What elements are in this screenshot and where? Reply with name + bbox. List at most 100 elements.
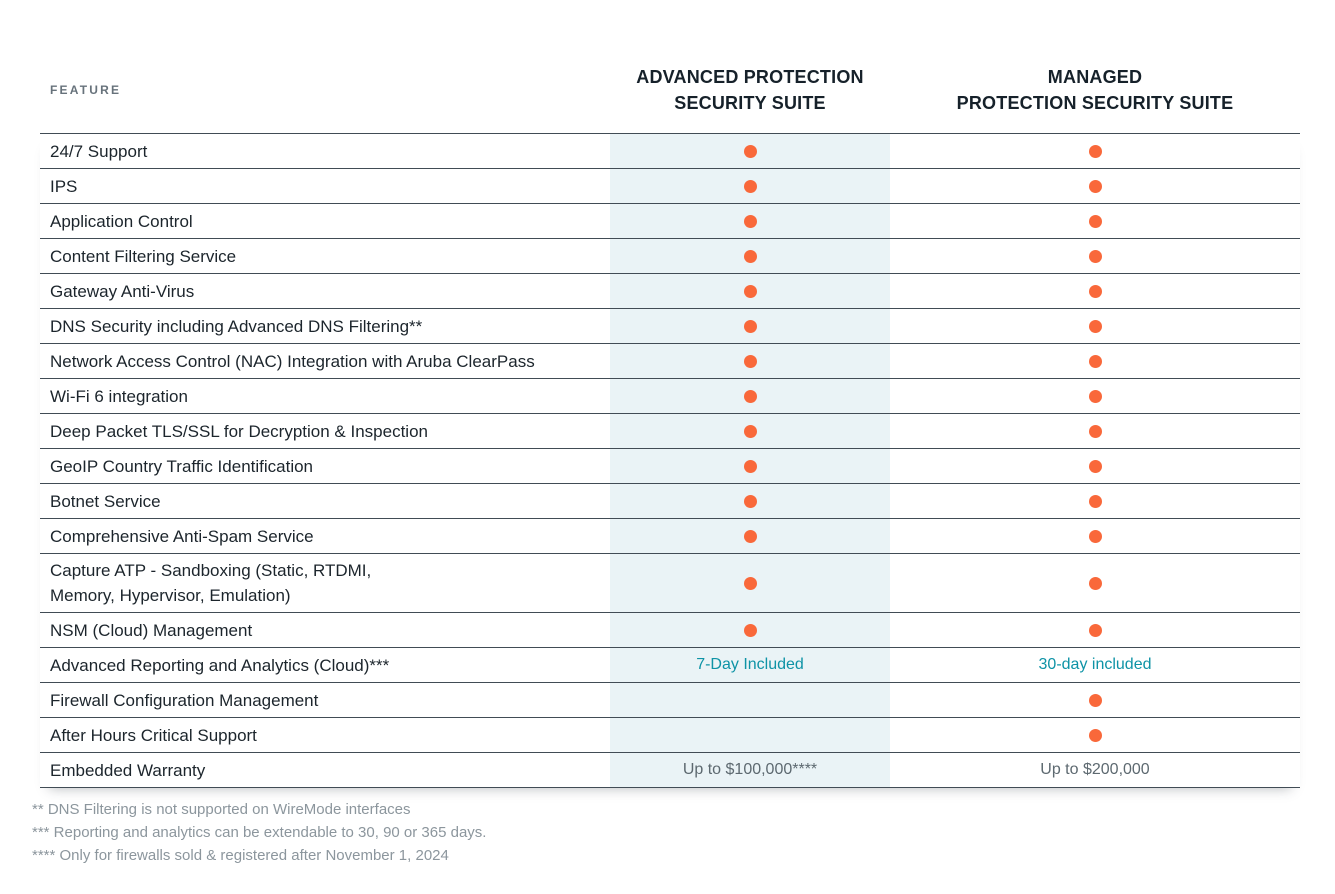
feature-name-cell: Application Control — [50, 211, 193, 231]
feature-name-cell: Deep Packet TLS/SSL for Decryption & Ins… — [50, 421, 428, 441]
included-dot-icon — [1088, 693, 1102, 707]
column-title-advanced-protection: ADVANCED PROTECTION SECURITY SUITE — [636, 66, 864, 113]
advanced-value-cell — [610, 449, 890, 483]
advanced-value-cell — [610, 309, 890, 343]
table-row: After Hours Critical Support — [40, 717, 1300, 752]
footnote: **** Only for firewalls sold & registere… — [32, 847, 449, 864]
advanced-value-cell — [610, 379, 890, 413]
feature-name-cell: GeoIP Country Traffic Identification — [50, 456, 314, 476]
included-dot-icon — [743, 214, 757, 228]
table-row: Gateway Anti-Virus — [40, 273, 1300, 308]
managed-value-cell — [890, 414, 1300, 448]
table-row: Botnet Service — [40, 483, 1300, 518]
footnotes: ** DNS Filtering is not supported on Wir… — [32, 798, 1335, 867]
managed-value-cell — [890, 449, 1300, 483]
included-dot-icon — [1088, 424, 1102, 438]
table-row: NSM (Cloud) Management — [40, 612, 1300, 647]
advanced-value-cell — [610, 519, 890, 553]
included-dot-icon — [1088, 494, 1102, 508]
feature-name-cell: Advanced Reporting and Analytics (Cloud)… — [50, 655, 390, 675]
value-text: 7-Day Included — [696, 656, 804, 673]
included-dot-icon — [1088, 319, 1102, 333]
advanced-value-cell — [610, 134, 890, 168]
included-dot-icon — [1088, 354, 1102, 368]
included-dot-icon — [743, 144, 757, 158]
managed-value-cell — [890, 718, 1300, 752]
advanced-value-cell — [610, 239, 890, 273]
feature-name-cell: NSM (Cloud) Management — [50, 620, 253, 640]
feature-name-cell: Firewall Configuration Management — [50, 690, 319, 710]
advanced-value-cell — [610, 554, 890, 612]
included-dot-icon — [1088, 459, 1102, 473]
feature-name-cell: Capture ATP - Sandboxing (Static, RTDMI,… — [50, 561, 372, 605]
included-dot-icon — [743, 576, 757, 590]
included-dot-icon — [743, 179, 757, 193]
table-row: Application Control — [40, 203, 1300, 238]
included-dot-icon — [1088, 529, 1102, 543]
included-dot-icon — [1088, 728, 1102, 742]
table-row: Embedded Warranty Up to $100,000**** Up to… — [40, 752, 1300, 787]
advanced-value-cell — [610, 613, 890, 647]
included-dot-icon — [1088, 249, 1102, 263]
managed-value-cell — [890, 204, 1300, 238]
included-dot-icon — [1088, 214, 1102, 228]
managed-value-cell — [890, 134, 1300, 168]
advanced-value-cell — [610, 274, 890, 308]
footnote: ** DNS Filtering is not supported on Wir… — [32, 801, 411, 818]
included-dot-icon — [1088, 576, 1102, 590]
included-dot-icon — [743, 529, 757, 543]
included-dot-icon — [1088, 284, 1102, 298]
included-dot-icon — [1088, 179, 1102, 193]
included-dot-icon — [743, 319, 757, 333]
included-dot-icon — [743, 389, 757, 403]
included-dot-icon — [1088, 144, 1102, 158]
feature-name-cell: Network Access Control (NAC) Integration… — [50, 351, 535, 371]
advanced-value-cell — [610, 204, 890, 238]
table-row: IPS — [40, 168, 1300, 203]
table-row: Network Access Control (NAC) Integration… — [40, 343, 1300, 378]
value-text: Up to $100,000**** — [682, 761, 818, 778]
managed-value-cell: 30-day included — [890, 648, 1300, 682]
managed-value-cell — [890, 379, 1300, 413]
table-header: FEATURE ADVANCED PROTECTION SECURITY SUI… — [40, 46, 1335, 133]
feature-name-cell: 24/7 Support — [50, 141, 148, 161]
table-row: DNS Security including Advanced DNS Filt… — [40, 308, 1300, 343]
feature-name-cell: Content Filtering Service — [50, 246, 237, 266]
feature-name-cell: Botnet Service — [50, 491, 161, 511]
included-dot-icon — [743, 424, 757, 438]
feature-column-label: FEATURE — [50, 82, 122, 97]
managed-value-cell — [890, 239, 1300, 273]
feature-name-cell: IPS — [50, 176, 78, 196]
managed-value-cell — [890, 344, 1300, 378]
feature-name-cell: After Hours Critical Support — [50, 725, 257, 745]
managed-value-cell — [890, 519, 1300, 553]
table-row: Comprehensive Anti-Spam Service — [40, 518, 1300, 553]
advanced-value-cell — [610, 484, 890, 518]
advanced-value-cell: 7-Day Included — [610, 648, 890, 682]
table-row: Advanced Reporting and Analytics (Cloud)… — [40, 647, 1300, 682]
managed-value-cell — [890, 613, 1300, 647]
advanced-value-cell — [610, 414, 890, 448]
feature-name-cell: Embedded Warranty — [50, 760, 206, 780]
included-dot-icon — [743, 459, 757, 473]
value-text: 30-day included — [1038, 656, 1152, 673]
table-row: Wi-Fi 6 integration — [40, 378, 1300, 413]
advanced-value-cell — [610, 683, 890, 717]
managed-value-cell — [890, 309, 1300, 343]
managed-value-cell — [890, 169, 1300, 203]
feature-comparison-table: 24/7 Support IPS Application Control Conten… — [40, 133, 1300, 788]
column-title-managed-protection: MANAGED PROTECTION SECURITY SUITE — [956, 66, 1234, 113]
managed-value-cell — [890, 484, 1300, 518]
value-text: Up to $200,000 — [1040, 761, 1150, 778]
feature-name-cell: Gateway Anti-Virus — [50, 281, 195, 301]
included-dot-icon — [743, 623, 757, 637]
included-dot-icon — [743, 284, 757, 298]
table-row: Firewall Configuration Management — [40, 682, 1300, 717]
table-row: 24/7 Support — [40, 133, 1300, 168]
included-dot-icon — [743, 494, 757, 508]
table-row: Capture ATP - Sandboxing (Static, RTDMI,… — [40, 553, 1300, 612]
feature-name-cell: Wi-Fi 6 integration — [50, 386, 188, 406]
included-dot-icon — [743, 249, 757, 263]
table-row: GeoIP Country Traffic Identification — [40, 448, 1300, 483]
